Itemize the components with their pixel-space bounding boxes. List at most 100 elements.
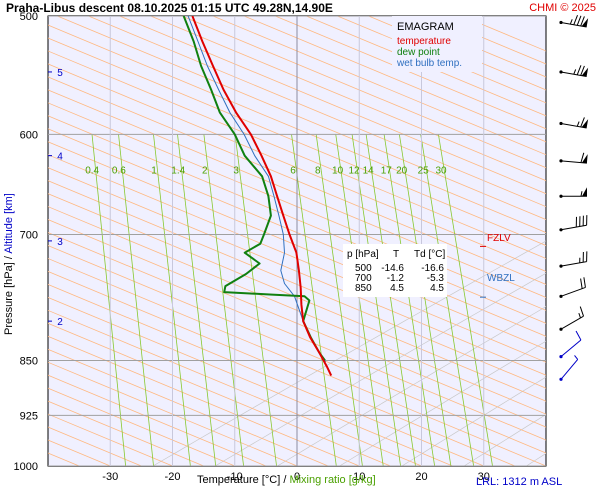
x-tick-label: 0 [294, 471, 300, 483]
isotherm-line [48, 115, 546, 324]
barb-flag [580, 16, 585, 27]
wind-barb [559, 306, 584, 331]
x-tick-label: 20 [415, 471, 427, 483]
legend-wetbulb: wet bulb temp. [396, 58, 462, 69]
barb-flag [575, 330, 582, 341]
mixing-ratio-label: 2 [202, 165, 208, 176]
isotherm-line [48, 89, 546, 298]
mixing-ratio-line [365, 134, 416, 466]
mixing-ratio-label: 1.4 [171, 165, 185, 176]
barb-dot [559, 294, 563, 298]
series-dew-point [182, 16, 326, 362]
series-layer [182, 16, 333, 377]
barb-staff [560, 71, 587, 77]
table-cell: 850 [355, 283, 372, 294]
mixing-ratio-label: 0.4 [85, 165, 99, 176]
table-cell: -14.6 [381, 263, 404, 274]
wind-barb [559, 215, 588, 232]
barb-flag [579, 306, 584, 317]
isotherm-line [48, 102, 546, 311]
isotherm-line [48, 167, 546, 376]
barb-flag [580, 65, 585, 76]
lrl-label: LRL: 1312 m ASL [476, 476, 562, 488]
barb-pennant [582, 187, 587, 197]
dry-adiabat [339, 340, 546, 466]
barb-pennant [581, 154, 588, 164]
wind-barb [559, 330, 582, 359]
altitude-tick-label: 3 [57, 237, 63, 248]
dry-adiabat [589, 16, 600, 466]
mixing-ratio-line [398, 134, 452, 466]
pressure-tick-label: 700 [20, 229, 38, 241]
wind-barb [559, 117, 589, 129]
table-header-t: T [393, 249, 399, 260]
mixing-ratio-label: 1 [151, 165, 157, 176]
barb-dot [559, 70, 563, 74]
mixing-ratio-line [351, 134, 401, 466]
x-tick-label: 10 [353, 471, 365, 483]
x-axis-title: Temperature [°C] / Mixing ratio [g/kg] [197, 474, 376, 486]
wind-barb [559, 152, 588, 164]
isotherm-line [48, 63, 546, 272]
table-header-p: p [hPa] [347, 249, 379, 260]
pressure-tick-label: 500 [20, 11, 38, 23]
table-cell: -1.2 [387, 273, 405, 284]
mixing-ratio-line [118, 134, 154, 466]
isotherm-line [48, 361, 298, 466]
isotherm-line [57, 16, 546, 221]
mixing-ratio-label: 3 [233, 165, 239, 176]
dry-adiabat [214, 272, 546, 466]
barb-flag [583, 277, 586, 288]
isotherm-line [48, 128, 546, 337]
barb-pennant [581, 18, 589, 27]
mixing-ratio-label: 12 [348, 165, 360, 176]
mixing-ratio-label: 25 [418, 165, 430, 176]
isotherm-line [212, 16, 546, 156]
barb-half-flag [580, 191, 583, 197]
mixing-ratio-label: 10 [332, 165, 344, 176]
isotherm-line [48, 322, 391, 466]
mixing-ratio-line [91, 134, 127, 466]
wind-barb [559, 251, 588, 268]
barb-half-flag [578, 312, 581, 319]
wind-barb [559, 277, 586, 298]
isotherm-line [48, 219, 546, 428]
barb-dot [559, 327, 563, 331]
mixing-ratio-label: 30 [435, 165, 447, 176]
x-tick-label: -10 [227, 471, 243, 483]
barb-half-flag [569, 19, 573, 25]
series-temperature [191, 16, 333, 377]
dry-adiabat [152, 240, 546, 466]
y-axis-title: Pressure [hPa] / Altitude [km] [3, 193, 15, 335]
table-header-td: Td [°C] [414, 249, 445, 260]
x-tick-label: -20 [165, 471, 181, 483]
isotherm-line [48, 309, 422, 466]
mixing-ratio-line [234, 134, 277, 466]
mixing-ratio-label: 8 [315, 165, 321, 176]
barb-half-flag [574, 355, 579, 360]
dry-adiabat [277, 306, 546, 466]
altitude-tick-label: 4 [57, 152, 63, 163]
table-cell: -5.3 [427, 273, 445, 284]
pressure-tick-label: 1000 [14, 461, 38, 473]
data-table-box [343, 244, 447, 297]
isotherm-line [48, 271, 516, 466]
barb-dot [559, 355, 563, 359]
barb-dot [559, 264, 563, 268]
mixing-ratio-line [315, 134, 363, 466]
barb-flag [580, 152, 585, 163]
barb-pennant [581, 119, 589, 128]
isotherm-line [48, 206, 546, 415]
wind-barb [559, 187, 587, 198]
mixing-ratio-line [153, 134, 191, 466]
pressure-tick-label: 850 [20, 355, 38, 367]
mixing-ratio-label: 0.6 [112, 165, 126, 176]
legend-temperature: temperature [397, 36, 451, 47]
barb-dot [559, 228, 563, 232]
barb-staff [560, 160, 587, 164]
pressure-tick-label: 600 [20, 129, 38, 141]
isotherm-line [337, 16, 546, 104]
isotherm-line [48, 387, 235, 466]
header-title: Praha-Libus descent 08.10.2025 01:15 UTC… [6, 1, 333, 15]
altitude-tick-label: 5 [57, 68, 63, 79]
